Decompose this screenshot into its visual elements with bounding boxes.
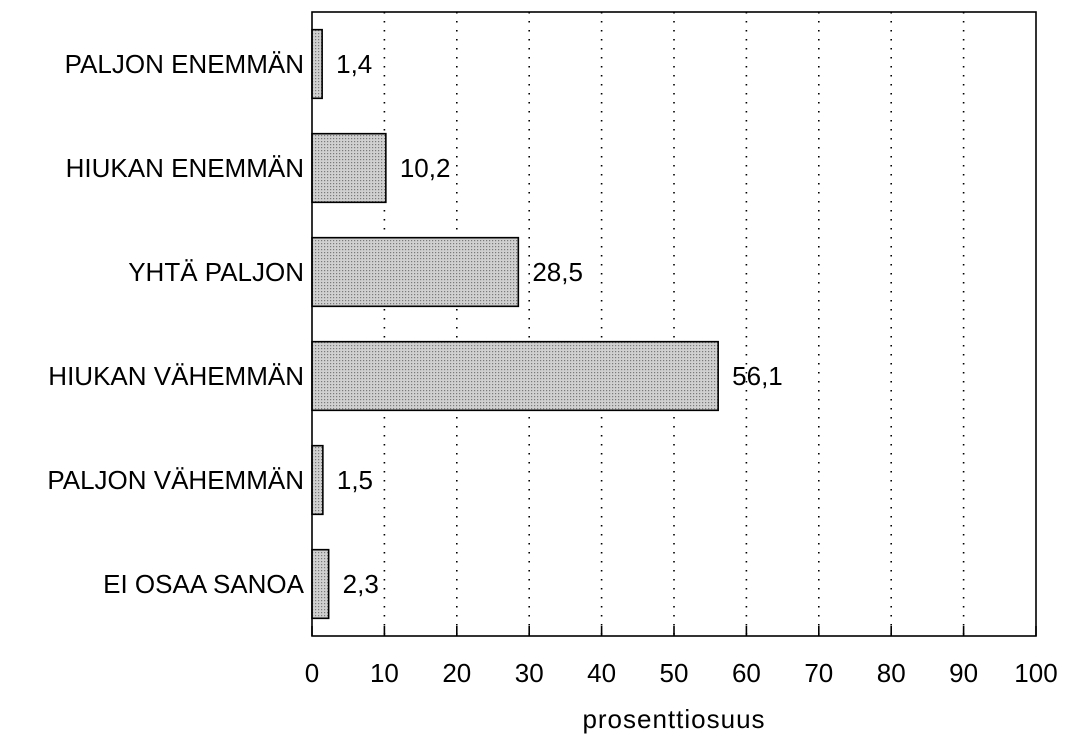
x-tick-label: 60 [732, 658, 761, 688]
bar [311, 340, 719, 412]
category-label: HIUKAN ENEMMÄN [66, 153, 304, 183]
bars [311, 28, 719, 620]
x-tick-label: 90 [949, 658, 978, 688]
data-label: 2,3 [343, 569, 379, 599]
x-tick-label: 10 [370, 658, 399, 688]
category-label: HIUKAN VÄHEMMÄN [48, 361, 304, 391]
bar [311, 548, 330, 620]
x-tick-label: 0 [305, 658, 319, 688]
x-tick-label: 80 [877, 658, 906, 688]
x-axis-title: prosenttiosuus [582, 704, 765, 734]
category-labels: PALJON ENEMMÄN HIUKAN ENEMMÄN YHTÄ PALJON H… [47, 49, 304, 599]
data-labels: 1,4 10,2 28,5 56,1 1,5 2,3 [336, 49, 783, 599]
data-label: 10,2 [400, 153, 451, 183]
category-label: EI OSAA SANOA [103, 569, 305, 599]
category-label: PALJON ENEMMÄN [65, 49, 304, 79]
x-tick-label: 30 [515, 658, 544, 688]
gridlines [383, 12, 965, 636]
plot-frame [311, 11, 1037, 637]
category-label: YHTÄ PALJON [128, 257, 304, 287]
bar [311, 132, 387, 204]
category-label: PALJON VÄHEMMÄN [47, 465, 304, 495]
bar [311, 444, 324, 516]
data-label: 1,4 [336, 49, 372, 79]
x-axis-ticks: 0 10 20 30 40 50 60 70 80 90 100 [305, 626, 1058, 688]
x-tick-label: 20 [442, 658, 471, 688]
data-label: 28,5 [532, 257, 583, 287]
data-label: 1,5 [337, 465, 373, 495]
x-tick-label: 70 [804, 658, 833, 688]
bar [311, 236, 520, 308]
x-tick-label: 40 [587, 658, 616, 688]
x-tick-label: 50 [660, 658, 689, 688]
data-label: 56,1 [732, 361, 783, 391]
x-tick-label: 100 [1014, 658, 1057, 688]
bar [311, 28, 323, 100]
